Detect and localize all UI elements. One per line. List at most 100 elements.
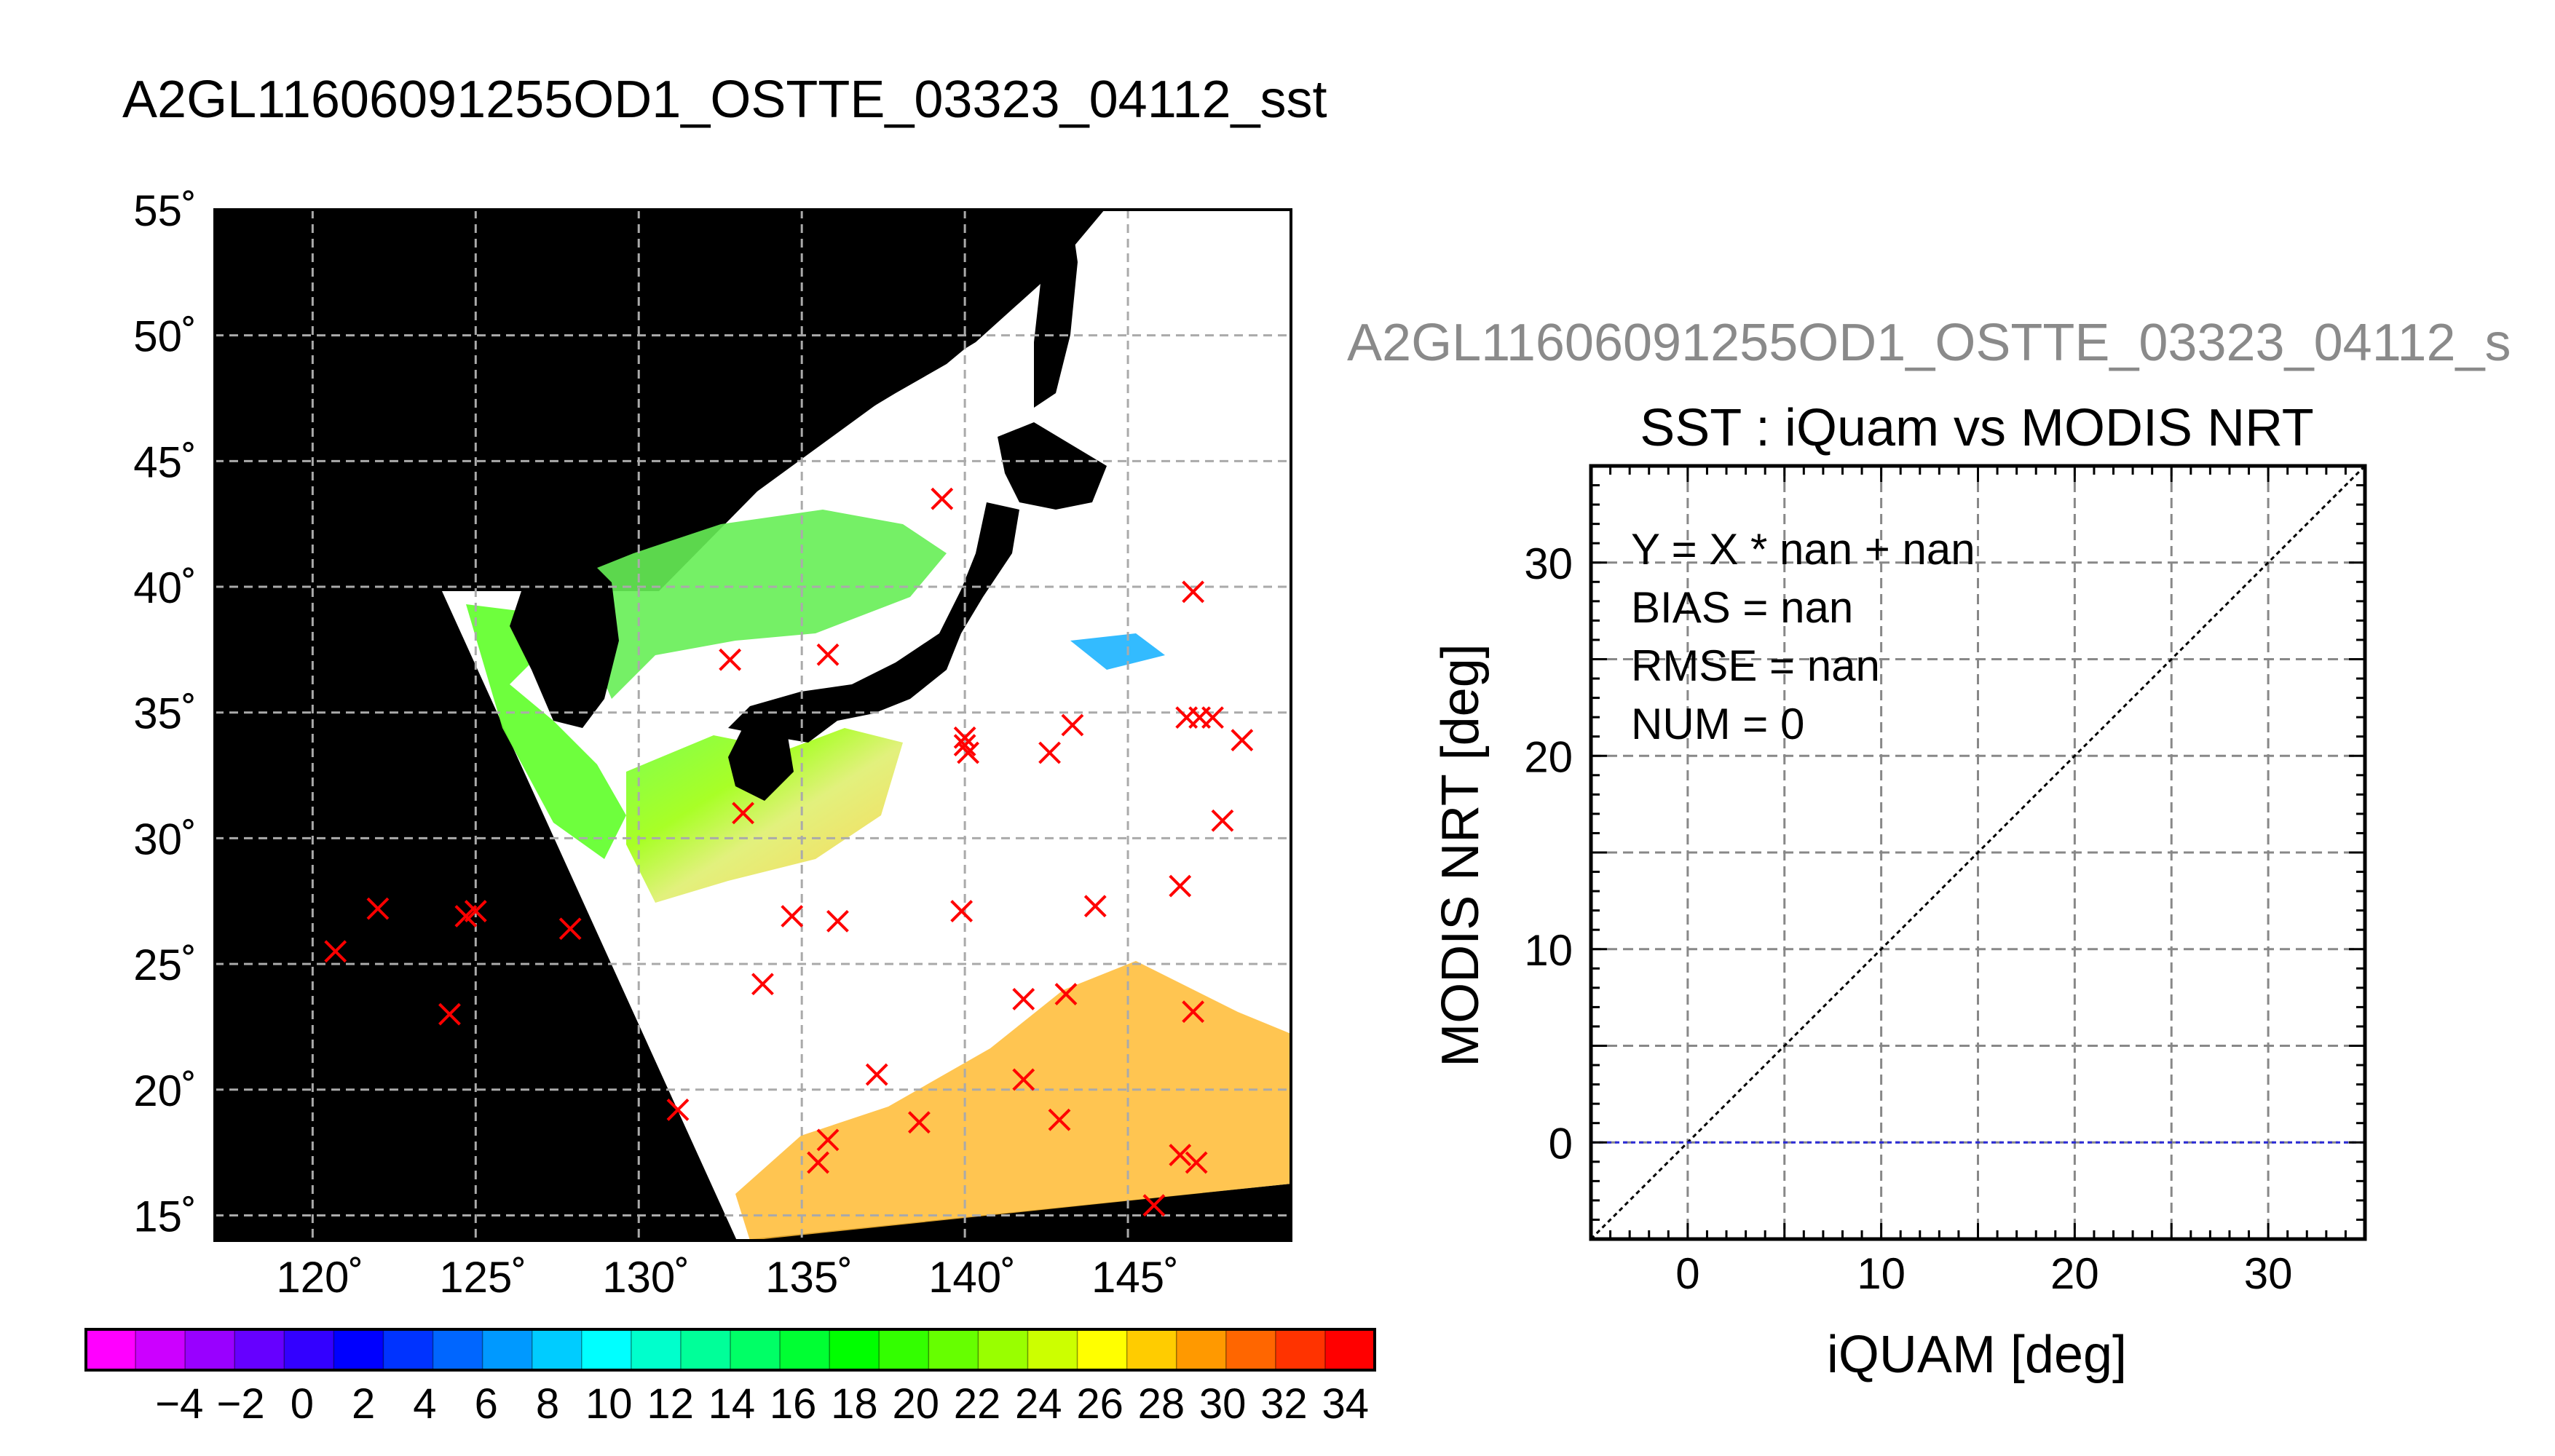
colorbar-tick-label: 28 [1138,1380,1185,1428]
lat-tick-label: 15˚ [133,1192,197,1241]
lon-tick-label: 145˚ [1091,1253,1179,1302]
marker-stroke [826,909,849,933]
observation-marker [1048,1108,1071,1131]
lon-tick-label: 125˚ [439,1253,526,1302]
colorbar-tick-label: 20 [892,1380,939,1428]
x-tick-label: 0 [1675,1249,1699,1298]
colorbar-tick-label: 0 [291,1380,314,1428]
scatter-frame [1589,464,2367,1241]
colorbar-segment [631,1329,682,1370]
colorbar-tick-label: 30 [1199,1380,1247,1428]
observation-marker [1061,713,1084,737]
marker-stroke [438,1002,461,1026]
lat-tick-label: 35˚ [133,689,197,738]
observation-marker [1231,729,1254,752]
lon-tick-label: 130˚ [602,1253,690,1302]
x-tick-label: 20 [2050,1249,2099,1298]
lon-tick-label: 135˚ [765,1253,853,1302]
land-japan-hokkaido [998,422,1107,510]
colorbar-segment [135,1329,186,1370]
colorbar-tick-label: 22 [954,1380,1001,1428]
marker-stroke [1012,988,1035,1010]
lat-tick-label: 50˚ [133,312,197,361]
scatter-annotations: Y = X * nan + nan BIAS = nan RMSE = nan NUM… [1631,525,1975,748]
x-tick-label: 10 [1857,1249,1906,1298]
marker-stroke [1048,1108,1071,1131]
marker-stroke [366,897,390,920]
observation-marker [1012,1068,1035,1091]
colorbar-segment [433,1329,483,1370]
land-japan-kyushu [728,728,794,801]
marker-stroke [719,648,742,671]
observation-marker [908,1111,931,1134]
lat-tick-label: 20˚ [133,1067,197,1115]
marker-stroke [816,1128,840,1152]
colorbar-tick-label: −2 [217,1380,265,1428]
colorbar-tick-label: 24 [1015,1380,1062,1428]
land-japan-honshu [728,502,1019,743]
colorbar-segment [829,1329,880,1370]
colorbar-tick-label: −4 [155,1380,203,1428]
observation-marker [816,643,840,666]
marker-stroke [1142,1194,1166,1217]
marker-stroke [781,905,804,927]
colorbar-tick-label: 18 [831,1380,878,1428]
lat-tick-label: 40˚ [133,563,197,612]
observation-marker [1201,706,1224,729]
colorbar-segment [234,1329,285,1370]
observation-marker [1038,741,1061,764]
colorbar-segment [482,1329,533,1370]
colorbar-segment [780,1329,830,1370]
stat-annotation: BIAS = nan [1631,583,1853,632]
lon-tick-label: 140˚ [928,1253,1016,1302]
colorbar-tick-label: 4 [413,1380,436,1428]
observation-marker [781,905,804,927]
sst-patch-pacific-south [735,961,1291,1241]
observation-marker [1142,1194,1166,1217]
colorbar-tick-label: 26 [1076,1380,1124,1428]
marker-stroke [957,741,980,764]
observation-marker [1054,983,1078,1005]
observation-marker [865,1063,888,1086]
colorbar-tick-label: 16 [770,1380,817,1428]
map-lon-labels: 120˚ 125˚ 130˚ 135˚ 140˚ 145˚ [276,1253,1179,1302]
marker-stroke [558,917,582,941]
colorbar-tick-label: 8 [536,1380,559,1428]
observation-marker [666,1098,690,1121]
stat-annotation: Y = X * nan + nan [1631,525,1975,574]
colorbar-tick-label: 2 [352,1380,375,1428]
observation-marker [1211,809,1234,832]
map-title: A2GL11606091255OD1_OSTTE_03323_04112_sst [122,71,1327,129]
observation-marker [1083,895,1107,918]
marker-stroke [751,973,774,996]
colorbar-segment [1077,1329,1128,1370]
lon-tick-label: 120˚ [276,1253,363,1302]
colorbar-tick-label: 6 [475,1380,498,1428]
observation-marker [366,897,390,920]
land-asia-coast [215,210,1019,591]
colorbar-segment [532,1329,583,1370]
observation-marker [464,900,487,922]
marker-stroke [1054,983,1078,1005]
marker-stroke [1061,713,1084,737]
sst-colorbar [86,1329,1375,1370]
observation-marker [324,940,347,963]
colorbar-segment [730,1329,781,1370]
observation-marker [1185,1151,1208,1174]
y-tick-label: 10 [1524,926,1573,975]
scatter-title: SST : iQuam vs MODIS NRT [1640,399,2314,457]
stat-annotation: NUM = 0 [1631,700,1804,748]
sst-patch-east-china-sea [626,728,903,903]
marker-stroke [324,940,347,963]
marker-stroke [816,643,840,666]
observation-marker [751,973,774,996]
observation-marker [438,1002,461,1026]
lat-tick-label: 25˚ [133,941,197,989]
colorbar-tick-label: 12 [647,1380,694,1428]
marker-stroke [950,900,974,922]
colorbar-labels: −4 −2 0 2 4 6 8 10 12 14 16 18 20 22 24 26 28 30 32 34 [155,1380,1369,1428]
sst-patch-east-blue [1070,633,1165,670]
marker-stroke [931,487,954,510]
observation-marker [931,487,954,510]
marker-stroke [1211,809,1234,832]
